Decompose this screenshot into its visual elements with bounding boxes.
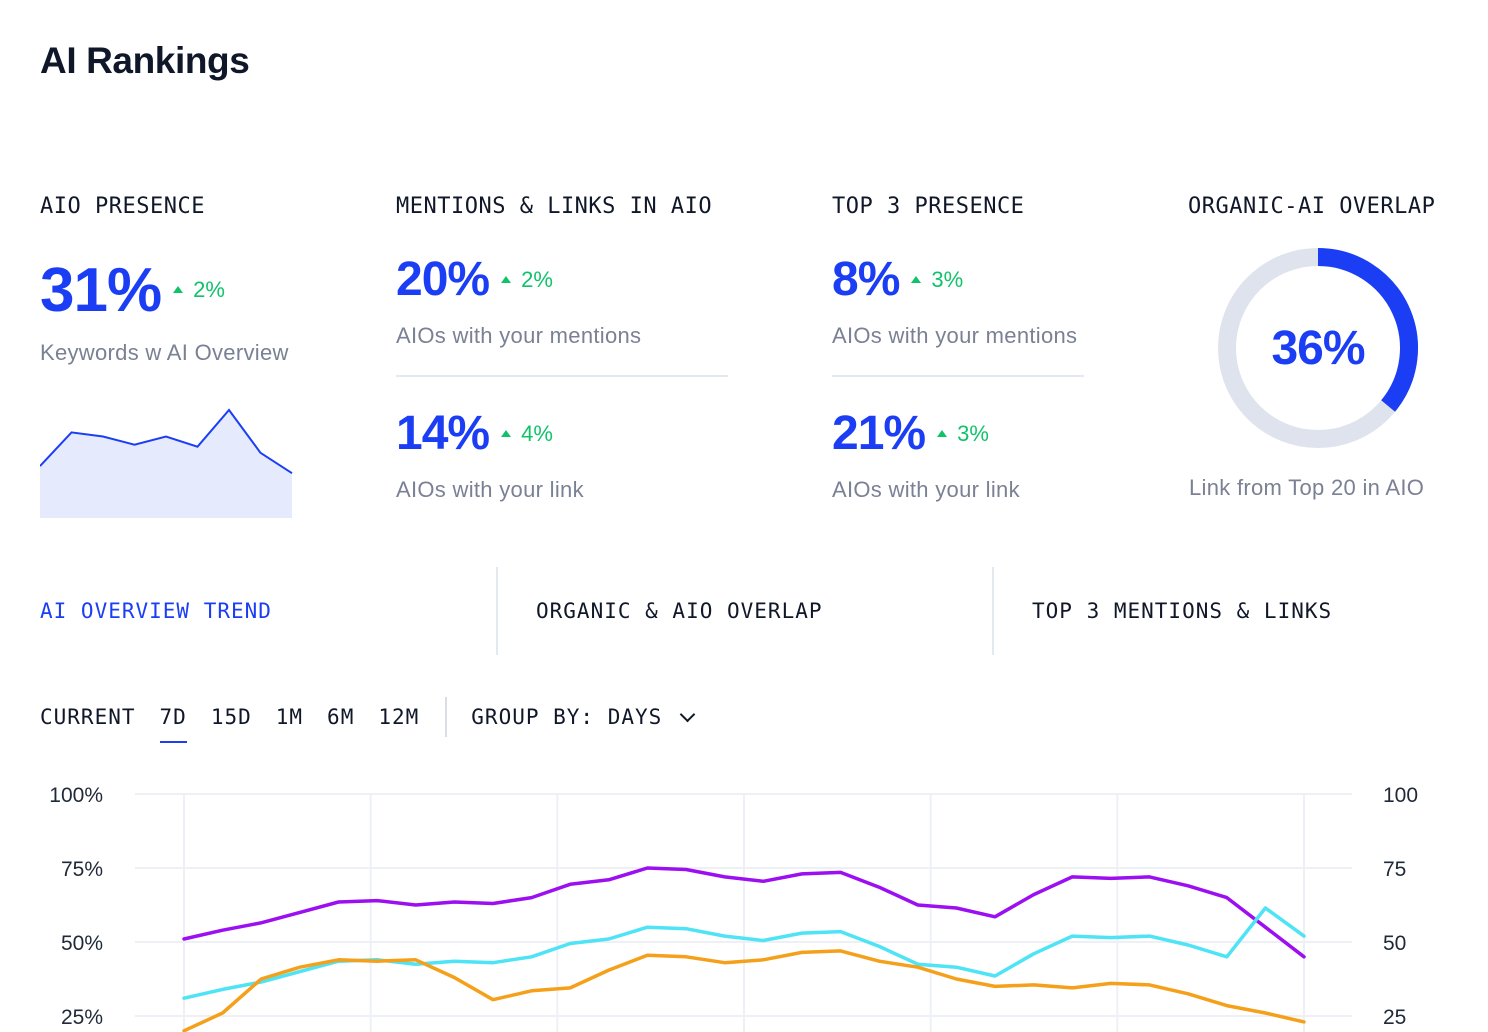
- up-arrow-icon: [911, 276, 922, 283]
- sparkline-line: [40, 408, 293, 475]
- y-left-tick: 75%: [61, 858, 103, 881]
- overlap-card: ORGANIC-AI OVERLAP Link from Top 20 in A…: [1188, 150, 1478, 530]
- aio-presence-sparkline: [40, 408, 293, 518]
- divider: [832, 375, 1084, 377]
- overlap-label: ORGANIC-AI OVERLAP: [1188, 194, 1436, 219]
- top3-presence-card: TOP 3 PRESENCE 8% 3% AIOs with your ment…: [832, 150, 1182, 530]
- aio-presence-card: AIO PRESENCE 31% 2% Keywords w AI Overvi…: [40, 150, 390, 530]
- links-delta-value: 4%: [521, 420, 553, 446]
- tab-organic-aio-overlap[interactable]: ORGANIC & AIO OVERLAP: [536, 599, 823, 623]
- top3-links-sub: AIOs with your link: [832, 477, 1020, 502]
- tab-ai-overview-trend[interactable]: AI OVERVIEW TREND: [40, 599, 272, 623]
- period-7d[interactable]: 7D: [159, 705, 188, 743]
- tab-bar: AI OVERVIEW TREND ORGANIC & AIO OVERLAP …: [0, 567, 1488, 655]
- up-arrow-icon: [173, 286, 184, 293]
- aio-presence-sub: Keywords w AI Overview: [40, 340, 289, 365]
- top3-links-delta: 3%: [937, 421, 989, 447]
- group-by-label: GROUP BY: DAYS: [471, 705, 663, 729]
- period-12m[interactable]: 12M: [378, 705, 420, 729]
- donut-progress: [1317, 248, 1418, 412]
- chevron-down-icon: [680, 706, 696, 722]
- current-label: CURRENT: [40, 705, 136, 729]
- up-arrow-icon: [937, 430, 948, 437]
- tab-separator: [992, 567, 994, 655]
- period-6m[interactable]: 6M: [327, 705, 355, 729]
- period-15d[interactable]: 15D: [210, 705, 252, 729]
- page-title: AI Rankings: [40, 40, 250, 81]
- mentions-sub: AIOs with your mentions: [396, 323, 642, 348]
- links-delta: 4%: [501, 421, 553, 447]
- mentions-delta: 2%: [501, 267, 553, 293]
- top3-mentions-delta: 3%: [911, 267, 963, 293]
- divider: [396, 375, 728, 377]
- top3-mentions-sub: AIOs with your mentions: [832, 323, 1078, 348]
- top3-mentions-delta-value: 3%: [931, 266, 964, 292]
- y-right-tick: 50: [1383, 932, 1406, 955]
- mentions-links-label: MENTIONS & LINKS IN AIO: [396, 194, 713, 219]
- overlap-value: 36%: [1271, 321, 1365, 375]
- sparkline-area: [40, 410, 292, 518]
- up-arrow-icon: [501, 276, 512, 283]
- y-left-tick: 50%: [61, 932, 103, 955]
- links-sub: AIOs with your link: [396, 477, 584, 502]
- aio-presence-delta-value: 2%: [193, 276, 225, 302]
- y-right-tick: 75: [1383, 858, 1406, 881]
- y-right-tick: 100: [1383, 784, 1418, 807]
- top3-links-delta-value: 3%: [957, 420, 989, 446]
- y-left-tick: 25%: [61, 1006, 103, 1029]
- y-left-tick: 100%: [49, 784, 103, 807]
- up-arrow-icon: [501, 430, 512, 437]
- top3-links-value: 21%: [832, 407, 926, 460]
- donut-ring: [1218, 248, 1418, 448]
- group-by-dropdown[interactable]: GROUP BY: DAYS: [471, 705, 696, 729]
- mentions-value: 20%: [396, 253, 490, 306]
- y-right-tick: 25: [1383, 1006, 1406, 1029]
- period-1m[interactable]: 1M: [275, 705, 304, 729]
- mentions-links-card: MENTIONS & LINKS IN AIO 20% 2% AIOs with…: [396, 150, 746, 530]
- ai-overview-trend-chart: 100% 100 75% 75 50% 50 25% 25: [49, 784, 1418, 1032]
- aio-presence-delta: 2%: [173, 277, 225, 303]
- series-line-2: [182, 949, 1306, 1032]
- tab-top3-mentions-links[interactable]: TOP 3 MENTIONS & LINKS: [1032, 599, 1333, 623]
- filter-bar: CURRENT 7D 15D 1M 6M 12M GROUP BY: DAYS: [40, 697, 696, 743]
- mentions-delta-value: 2%: [521, 266, 553, 292]
- tab-separator: [496, 567, 498, 655]
- series-line-0: [182, 866, 1306, 959]
- aio-presence-value: 31%: [40, 256, 162, 325]
- filter-separator: [445, 697, 448, 737]
- aio-presence-label: AIO PRESENCE: [40, 194, 205, 219]
- top3-mentions-value: 8%: [832, 253, 900, 306]
- overlap-donut: 36%: [1216, 246, 1420, 450]
- overlap-sub: Link from Top 20 in AIO: [1189, 475, 1425, 500]
- links-value: 14%: [396, 407, 490, 460]
- top3-presence-label: TOP 3 PRESENCE: [832, 194, 1025, 219]
